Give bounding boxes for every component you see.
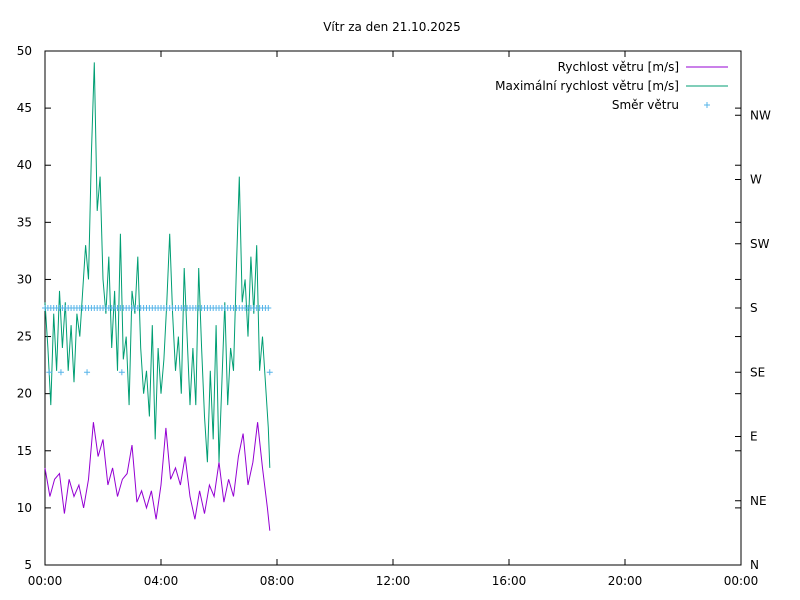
direction-point (84, 369, 91, 376)
y-tick-label: 15 (17, 444, 32, 458)
direction-point (118, 369, 125, 376)
direction-point (265, 305, 272, 311)
direction-point (46, 369, 53, 376)
y2-tick-label: S (750, 301, 758, 315)
y2-tick-label: N (750, 558, 759, 572)
y2-tick-label: NW (750, 108, 771, 122)
legend-label-gust: Maximální rychlost větru [m/s] (495, 79, 679, 93)
y-tick-label: 20 (17, 387, 32, 401)
x-tick-label: 08:00 (260, 574, 295, 588)
x-tick-label: 00:00 (28, 574, 63, 588)
x-tick-label: 16:00 (492, 574, 527, 588)
speed-series-line (44, 422, 271, 531)
y-tick-label: 50 (17, 44, 32, 58)
series-layer (42, 62, 273, 531)
legend: Rychlost větru [m/s] Maximální rychlost v… (495, 60, 728, 112)
y-axis-left: 5 10 15 20 25 30 35 40 45 50 (17, 44, 741, 572)
y2-tick-label: NE (750, 494, 767, 508)
x-tick-label: 04:00 (144, 574, 179, 588)
y-tick-label: 25 (17, 330, 32, 344)
y-tick-label: 30 (17, 272, 32, 286)
y-tick-label: 45 (17, 101, 32, 115)
x-tick-label: 00:00 (724, 574, 759, 588)
x-tick-label: 12:00 (376, 574, 411, 588)
y-tick-label: 5 (24, 558, 32, 572)
y-axis-right: N NE E SE S SW W NW (735, 108, 771, 572)
legend-label-speed: Rychlost větru [m/s] (558, 60, 679, 74)
y2-tick-label: SW (750, 237, 770, 251)
y2-tick-label: E (750, 430, 758, 444)
y-tick-label: 35 (17, 215, 32, 229)
y-tick-label: 40 (17, 158, 32, 172)
x-axis: 00:00 04:00 08:00 12:00 16:00 20:00 00:00 (28, 51, 759, 588)
direction-series-points (42, 305, 273, 376)
legend-swatch-direction (704, 102, 710, 108)
direction-point (57, 369, 64, 376)
direction-point (266, 369, 273, 376)
x-tick-label: 20:00 (608, 574, 643, 588)
y-tick-label: 10 (17, 501, 32, 515)
chart-title: Vítr za den 21.10.2025 (323, 20, 461, 34)
y2-tick-label: SE (750, 365, 765, 379)
gust-series-line (44, 62, 271, 468)
y2-tick-label: W (750, 173, 762, 187)
legend-label-direction: Směr větru (612, 98, 679, 112)
